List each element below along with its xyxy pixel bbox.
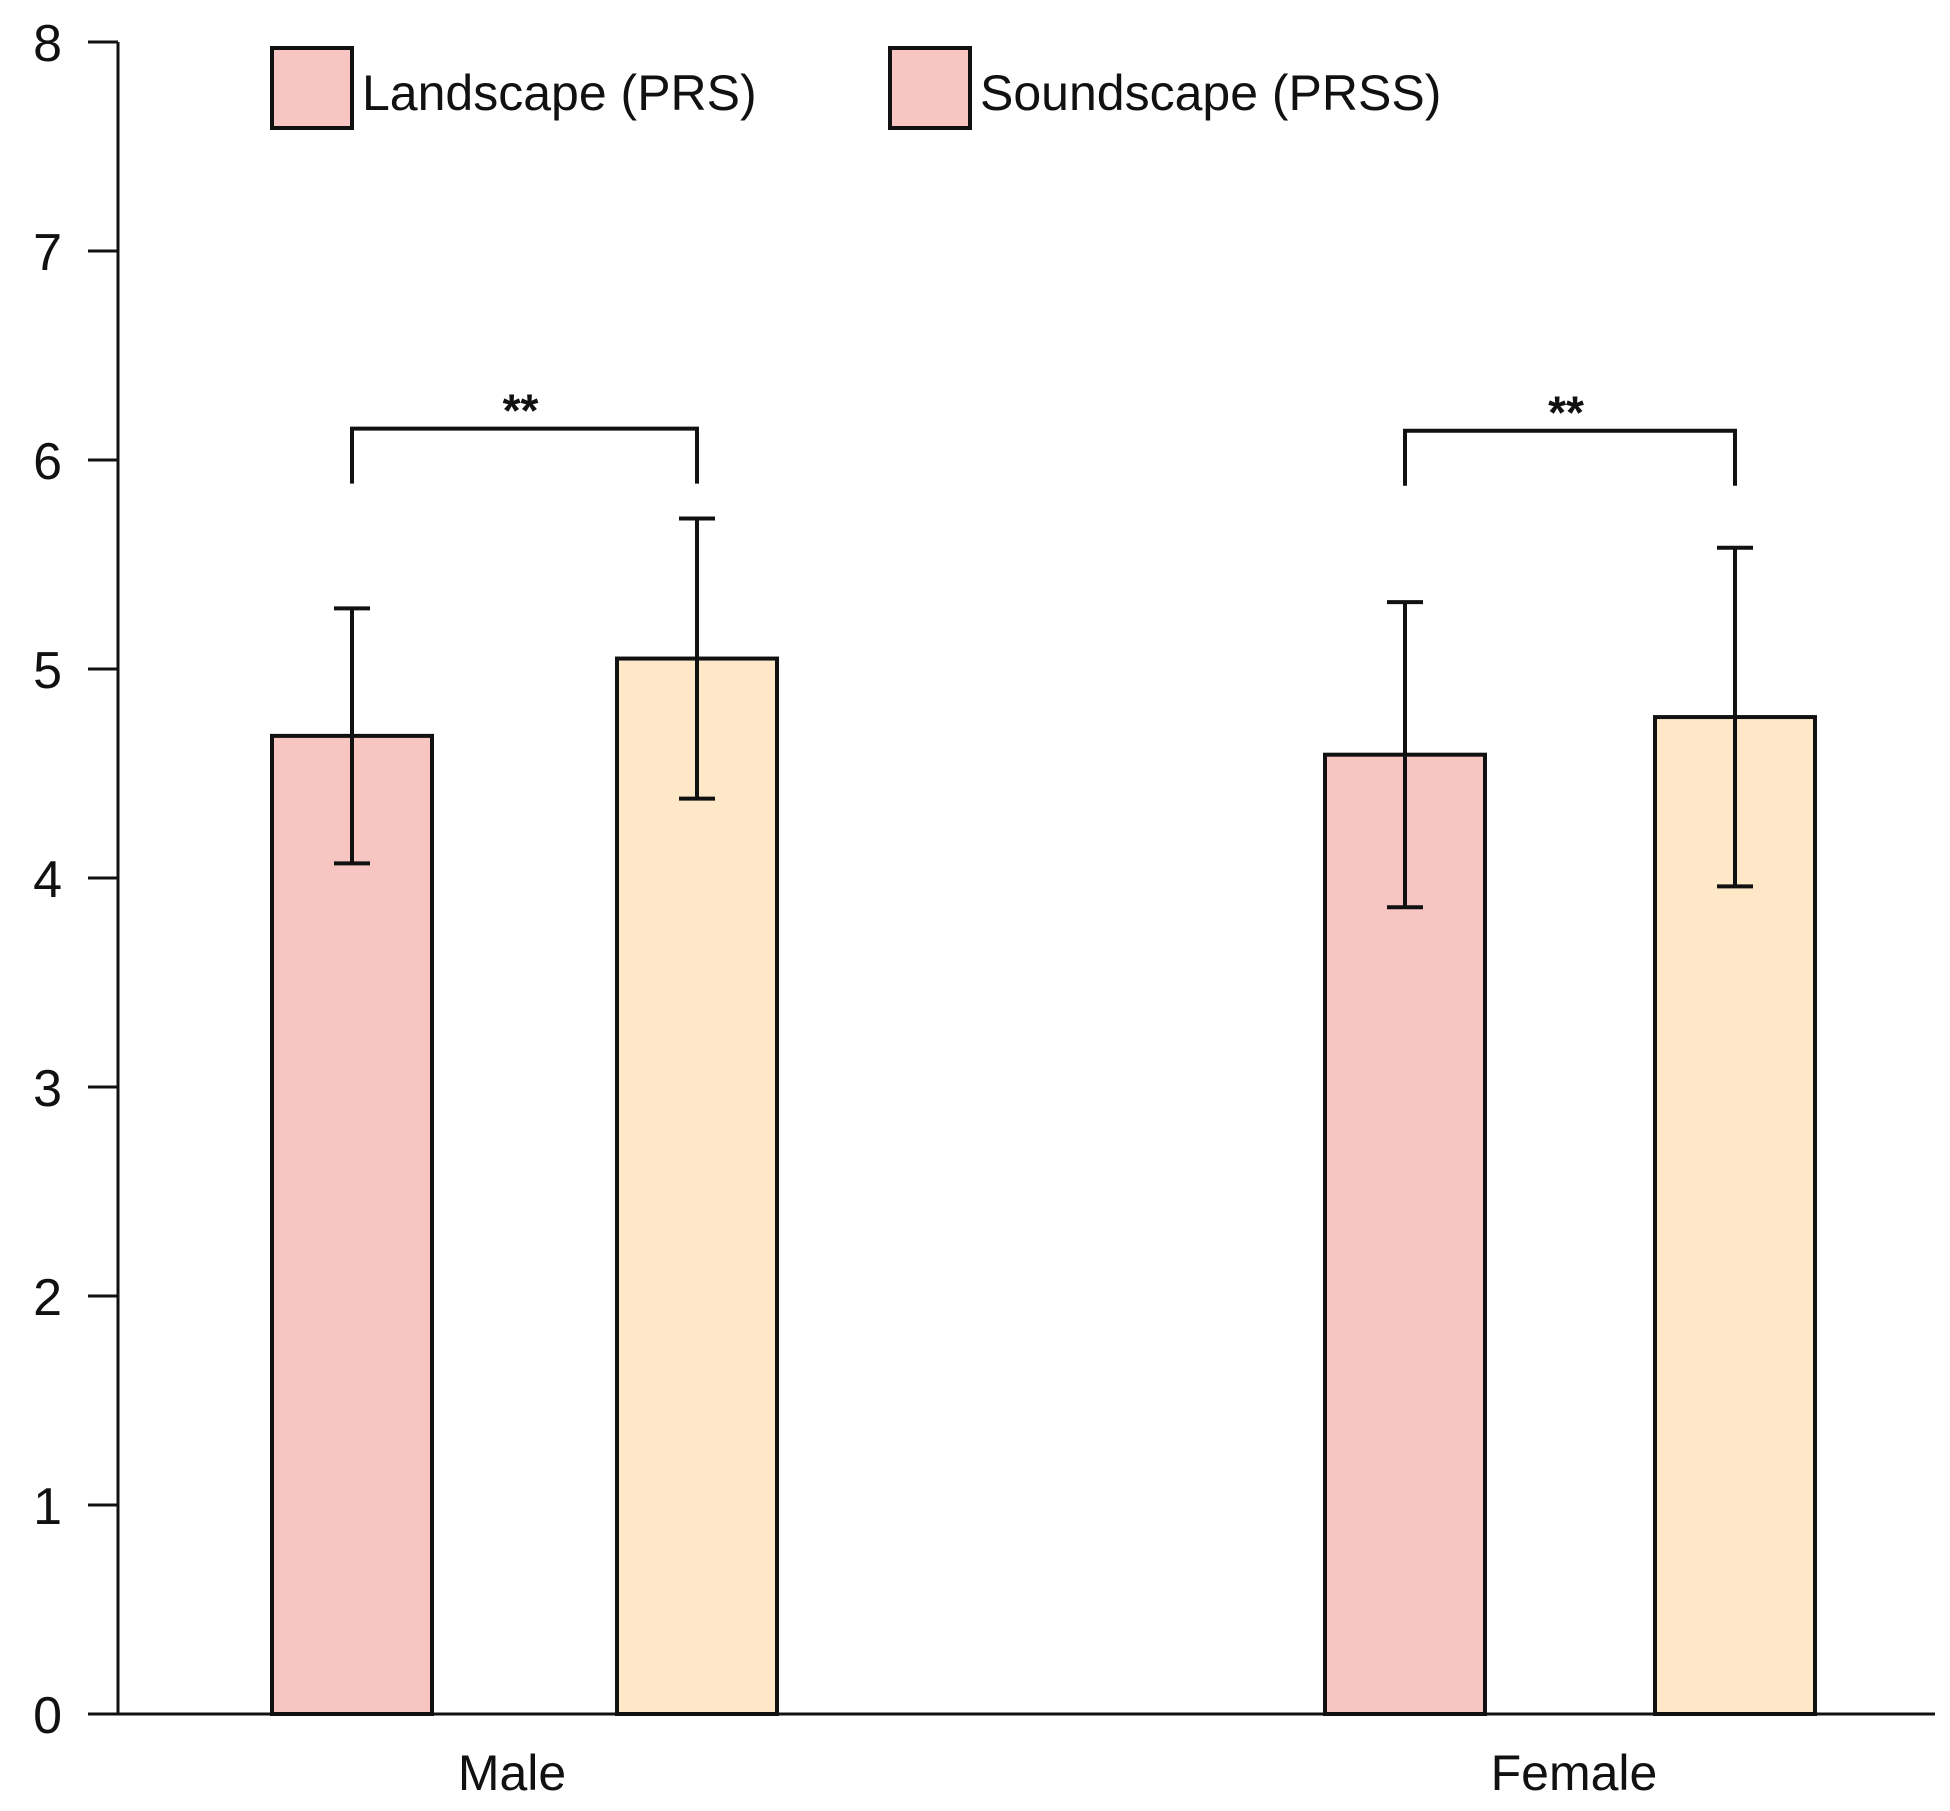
legend-label-soundscape: Soundscape (PRSS): [980, 65, 1441, 121]
y-tick-label: 2: [33, 1269, 62, 1327]
bar-landscape-female: [1323, 752, 1487, 1716]
significance-label: **: [503, 385, 539, 437]
y-tick-label: 5: [33, 642, 62, 700]
x-category-label-male: Male: [458, 1745, 566, 1801]
legend: Landscape (PRS) Soundscape (PRSS): [270, 46, 1441, 130]
y-tick-label: 7: [33, 224, 62, 282]
significance-bracket: [1403, 428, 1737, 486]
y-tick-label: 6: [33, 433, 62, 491]
bars: [270, 656, 1817, 1716]
legend-label-landscape: Landscape (PRS): [362, 65, 757, 121]
axes: 0 1 2 3 4 5 6 7 8 Male Female: [33, 15, 1935, 1801]
legend-swatch-landscape: [270, 46, 354, 130]
significance-label: **: [1548, 387, 1584, 439]
error-bars: [334, 516, 1753, 910]
legend-swatch-soundscape: [888, 46, 972, 130]
x-category-label-female: Female: [1491, 1745, 1658, 1801]
significance-brackets: ** **: [350, 385, 1737, 486]
bar-soundscape-male: [615, 656, 779, 1716]
y-tick-label: 4: [33, 851, 62, 909]
y-tick-label: 8: [33, 15, 62, 73]
y-tick-label: 1: [33, 1478, 62, 1536]
bar-landscape-male: [270, 733, 434, 1716]
y-tick-label: 3: [33, 1060, 62, 1118]
significance-bracket: [350, 426, 699, 484]
y-tick-label: 0: [33, 1687, 62, 1745]
